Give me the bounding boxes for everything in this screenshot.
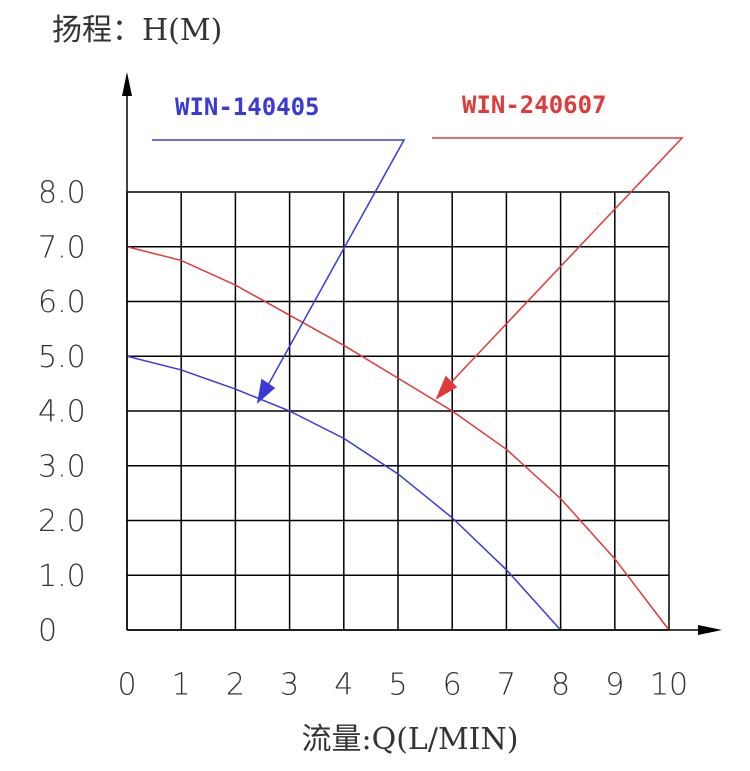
y-axis-title: 扬程：H(M)	[52, 13, 222, 48]
x-tick-label: 7	[497, 668, 516, 703]
legend-leader-blue	[152, 139, 406, 404]
series-line	[126, 246, 670, 631]
leader-arrow	[435, 375, 458, 400]
y-tick-label: 6.0	[38, 285, 86, 320]
y-tick-label: 3.0	[38, 449, 86, 484]
x-tick-label: 3	[280, 668, 299, 703]
x-axis-arrow	[698, 625, 722, 635]
x-tick-label: 10	[650, 668, 688, 703]
y-tick-label: 2.0	[38, 504, 86, 539]
leader-arrow	[256, 378, 276, 404]
x-tick-label: 8	[551, 668, 570, 703]
x-axis-title: 流量:Q(L/MIN)	[302, 722, 519, 757]
legend-label: WIN-140405	[175, 93, 320, 121]
x-tick-label: 2	[226, 668, 245, 703]
x-tick-label: 5	[388, 668, 407, 703]
x-tick-label: 1	[172, 668, 191, 703]
x-tick-label: 4	[334, 668, 353, 703]
y-tick-label: 4.0	[38, 395, 86, 430]
legend-leader-red	[432, 137, 684, 400]
leader-line	[152, 139, 406, 397]
y-axis-arrow	[122, 72, 132, 96]
series-line	[126, 355, 562, 631]
x-tick-label: 6	[443, 668, 462, 703]
leader-line	[432, 137, 684, 393]
y-tick-label: 0	[38, 614, 57, 649]
y-tick-label: 1.0	[38, 559, 86, 594]
axes	[126, 80, 715, 631]
legend-label: WIN-240607	[462, 91, 607, 119]
y-tick-label: 7.0	[38, 230, 86, 265]
x-tick-label: 9	[605, 668, 624, 703]
y-tick-label: 5.0	[38, 340, 86, 375]
x-tick-label: 0	[117, 668, 136, 703]
y-tick-label: 8.0	[38, 176, 86, 211]
